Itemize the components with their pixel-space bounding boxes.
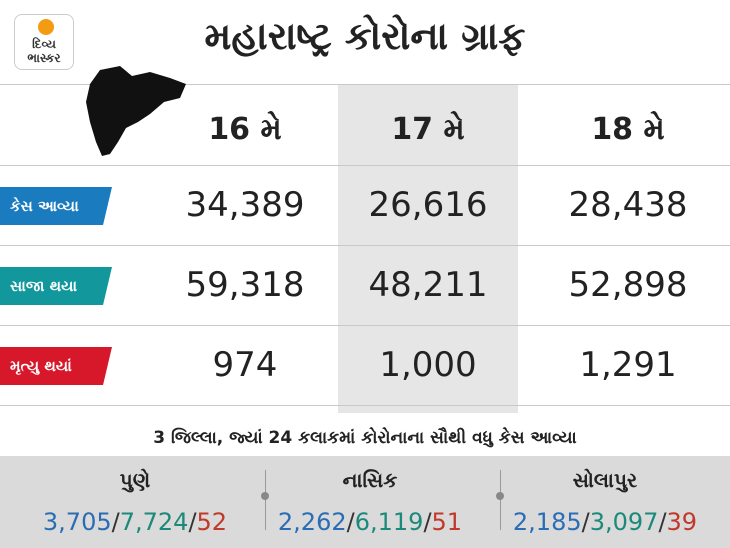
district-band — [0, 456, 730, 548]
cell-value: 52,898 — [568, 265, 688, 305]
logo: દિવ્ય ભાસ્કર — [14, 14, 74, 70]
row-label: કેસ આવ્યા — [0, 187, 112, 225]
separator-line — [265, 470, 266, 530]
divider — [0, 245, 730, 246]
cell-value: 48,211 — [368, 265, 488, 305]
logo-text: દિવ્ય ભાસ્કર — [27, 37, 61, 65]
column-header: 17 મે — [391, 112, 465, 147]
figure: 7,724 — [119, 508, 189, 536]
separator-dot — [496, 492, 504, 500]
figure: 6,119 — [354, 508, 424, 536]
cell-value: 26,616 — [368, 185, 488, 225]
row-label: મૃત્યુ થયાં — [0, 347, 112, 385]
subtitle: 3 જિલ્લા, જ્યાં 24 કલાકમાં કોરોનાના સૌથી… — [153, 428, 577, 448]
figure: 39 — [666, 508, 698, 536]
district-figures: 3,705/7,724/52 — [15, 508, 255, 536]
divider — [0, 84, 730, 85]
figure: 2,185 — [512, 508, 582, 536]
figure: 3,705 — [42, 508, 112, 536]
highlight-column — [338, 85, 518, 413]
separator-dot — [261, 492, 269, 500]
figure: 3,097 — [589, 508, 659, 536]
district-figures: 2,262/6,119/51 — [250, 508, 490, 536]
district-name: સોલાપુર — [572, 468, 638, 492]
district-name: નાસિક — [342, 468, 398, 492]
figure: 52 — [196, 508, 228, 536]
map-icon — [86, 66, 186, 156]
title: મહારાષ્ટ્ર કોરોના ગ્રાફ — [204, 14, 526, 58]
divider — [0, 325, 730, 326]
cell-value: 28,438 — [568, 185, 688, 225]
figure: 51 — [431, 508, 463, 536]
figure: 2,262 — [277, 508, 347, 536]
column-header: 18 મે — [591, 112, 665, 147]
separator: / — [111, 508, 120, 536]
separator: / — [581, 508, 590, 536]
district-figures: 2,185/3,097/39 — [485, 508, 725, 536]
row-label: સાજા થયા — [0, 267, 112, 305]
district-name: પુણે — [119, 468, 151, 492]
separator: / — [423, 508, 432, 536]
cell-value: 59,318 — [185, 265, 305, 305]
divider — [0, 405, 730, 406]
separator-line — [500, 470, 501, 530]
cell-value: 34,389 — [185, 185, 305, 225]
cell-value: 974 — [212, 345, 278, 385]
cell-value: 1,291 — [579, 345, 677, 385]
separator: / — [188, 508, 197, 536]
cell-value: 1,000 — [379, 345, 477, 385]
column-header: 16 મે — [208, 112, 282, 147]
separator: / — [658, 508, 667, 536]
divider — [0, 165, 730, 166]
separator: / — [346, 508, 355, 536]
